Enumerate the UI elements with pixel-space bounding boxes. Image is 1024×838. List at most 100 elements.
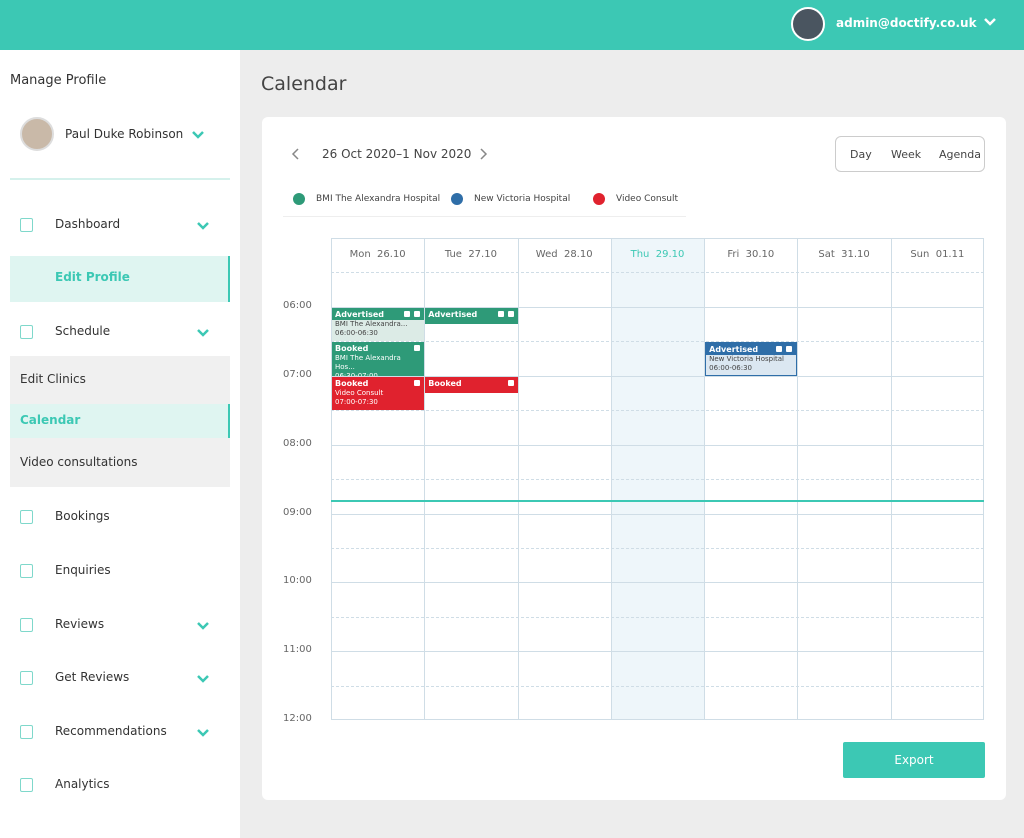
next-week[interactable]	[479, 147, 489, 161]
nav-icon	[20, 325, 33, 339]
day-header: Tue 27.10	[444, 249, 497, 260]
grid-hour-line	[331, 513, 984, 515]
nav-item[interactable]: Edit Profile	[55, 270, 130, 284]
grid-column-line	[797, 238, 799, 720]
grid-hour-line	[331, 651, 984, 653]
nav-icon	[20, 725, 33, 739]
user-email[interactable]: admin@doctify.co.uk	[836, 16, 977, 30]
event-status: Advertised	[706, 343, 797, 356]
page-title: Calendar	[261, 73, 347, 95]
legend-dot	[293, 193, 305, 205]
calendar-event[interactable]: Booked	[425, 376, 518, 393]
day-header: Wed 28.10	[535, 249, 593, 260]
nav-item[interactable]: Video consultations	[20, 455, 138, 469]
nav-item[interactable]: Recommendations	[55, 724, 167, 738]
legend-dot	[593, 193, 605, 205]
profile-avatar	[20, 117, 54, 151]
nav-item[interactable]: Bookings	[55, 509, 110, 523]
nav-item[interactable]: Schedule	[55, 324, 111, 338]
prev-week[interactable]	[290, 147, 300, 161]
grid-half-line	[331, 547, 984, 549]
grid-column-line	[610, 238, 612, 720]
nav-icon	[20, 671, 33, 685]
day-header: Mon 26.10	[349, 249, 406, 260]
view-option[interactable]: Day	[850, 148, 872, 161]
event-icon	[497, 311, 504, 317]
export-button[interactable]: Export	[843, 742, 985, 778]
grid-half-line	[331, 410, 984, 412]
profile-name[interactable]: Paul Duke Robinson	[65, 127, 184, 141]
nav-item[interactable]: Edit Clinics	[20, 372, 86, 386]
nav-icon	[20, 510, 33, 524]
grid-half-line	[331, 479, 984, 481]
nav-active-bg	[10, 256, 230, 302]
legend-label: BMI The Alexandra Hospital	[316, 194, 441, 204]
nav-item[interactable]: Analytics	[55, 777, 110, 791]
time-label: 08:00	[283, 437, 312, 449]
day-header: Sun 01.11	[910, 249, 965, 260]
event-time: 06:30-07:00	[332, 372, 424, 375]
user-avatar[interactable]	[791, 7, 825, 41]
calendar-event[interactable]: Advertised	[425, 308, 518, 324]
time-label: 07:00	[283, 368, 312, 380]
event-location: Video Consult	[335, 388, 384, 397]
calendar-event[interactable]: Advertised BMI The Alexandra... 06:00-06:3…	[332, 308, 425, 342]
legend-divider	[283, 216, 686, 217]
nav-item[interactable]: Enquiries	[55, 563, 111, 577]
grid-hour-line	[331, 582, 984, 584]
event-time: 06:00-06:30	[335, 329, 378, 337]
calendar-event[interactable]: Advertised New Victoria Hospital 06:00-06:…	[705, 342, 798, 376]
day-header: Sat 31.10	[818, 249, 870, 260]
view-option[interactable]: Week	[891, 148, 922, 161]
today-column	[610, 238, 705, 720]
nav-chevron[interactable]	[196, 674, 210, 684]
view-switcher	[835, 136, 985, 172]
grid-column-line	[704, 238, 706, 720]
sidebar-title: Manage Profile	[10, 73, 107, 88]
user-menu-chevron[interactable]	[983, 17, 997, 27]
nav-item[interactable]: Get Reviews	[55, 670, 130, 684]
nav-icon	[20, 564, 33, 578]
time-label: 09:00	[283, 506, 312, 518]
grid-half-line	[331, 616, 984, 618]
legend-label: New Victoria Hospital	[474, 194, 571, 204]
grid-half-line	[331, 341, 984, 343]
current-time-line	[331, 500, 984, 502]
sidebar-divider	[10, 178, 230, 180]
grid-column-line	[890, 238, 892, 720]
nav-icon	[20, 218, 33, 232]
nav-chevron[interactable]	[196, 621, 210, 631]
calendar-event[interactable]: Booked Video Consult 07:00-07:30	[332, 376, 425, 411]
nav-item[interactable]: Dashboard	[55, 217, 121, 231]
nav-icon	[20, 618, 33, 632]
event-time: 07:00-07:30	[335, 397, 378, 406]
event-status: Advertised	[332, 308, 425, 320]
event-location: New Victoria Hospital	[709, 355, 784, 364]
nav-active-bg	[10, 404, 230, 438]
time-label: 10:00	[283, 575, 312, 587]
nav-item[interactable]: Calendar	[20, 413, 81, 427]
nav-item[interactable]: Reviews	[55, 617, 105, 631]
view-option[interactable]: Agenda	[939, 148, 981, 161]
event-status: Booked	[425, 376, 518, 389]
grid-hour-line	[331, 307, 984, 308]
event-time: 06:00-06:30	[709, 364, 753, 373]
grid-border	[331, 238, 984, 720]
nav-chevron[interactable]	[196, 728, 210, 738]
grid-column-line	[424, 238, 426, 720]
profile-chevron[interactable]	[191, 130, 205, 140]
event-location: BMI The Alexandra...	[335, 320, 408, 328]
time-label: 06:00	[283, 300, 312, 311]
grid-hour-line	[331, 375, 984, 377]
event-icon	[786, 346, 793, 353]
grid-hour-line	[331, 444, 984, 446]
nav-chevron[interactable]	[196, 328, 210, 338]
grid-half-line	[331, 685, 984, 687]
event-icon	[414, 379, 421, 386]
event-icon	[404, 311, 411, 317]
event-icon	[507, 311, 514, 317]
nav-chevron[interactable]	[196, 221, 210, 231]
time-label: 12:00	[283, 713, 312, 724]
